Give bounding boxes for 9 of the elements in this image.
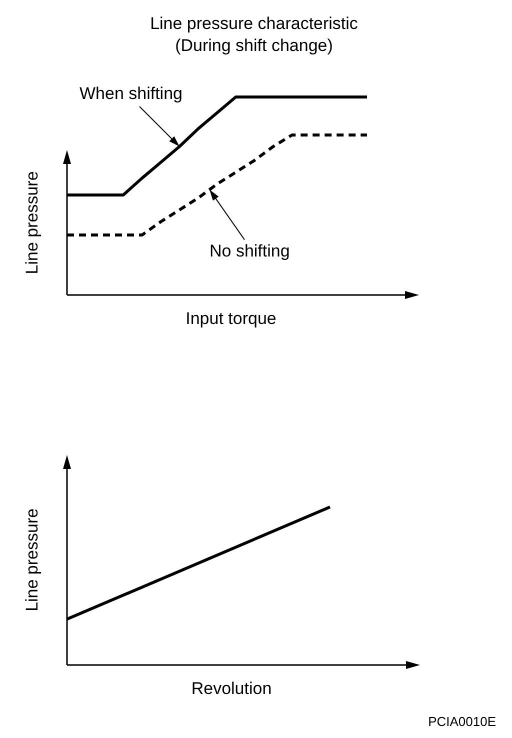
text: No shifting: [210, 241, 290, 260]
series-label: When shifting: [80, 84, 182, 104]
text: PCIA0010E: [428, 714, 496, 730]
chart-title: Line pressure characteristic: [150, 14, 358, 34]
y-axis-title: Line pressure: [22, 508, 42, 612]
x-axis-title: Revolution: [191, 679, 272, 698]
y-axis-title: Line pressure: [22, 171, 42, 274]
chart-subtitle: (During shift change): [175, 36, 333, 56]
x-axis-title: Input torque: [186, 309, 276, 328]
